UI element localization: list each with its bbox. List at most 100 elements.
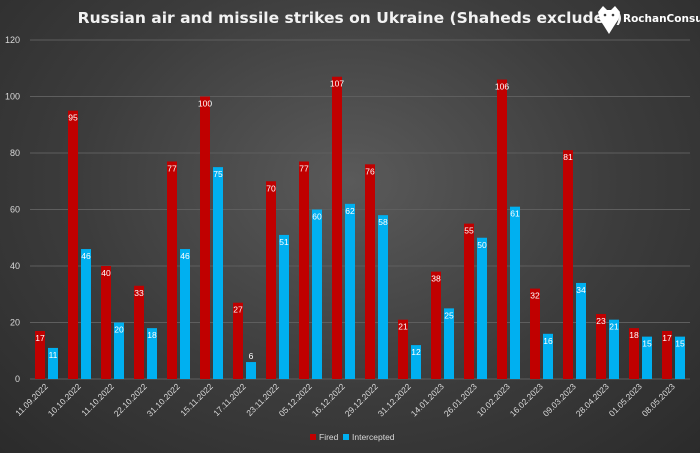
bar-fired: [365, 164, 375, 379]
data-label: 77: [167, 163, 177, 173]
bar-intercepted: [246, 362, 256, 379]
data-label: 16: [543, 336, 553, 346]
legend-swatch-intercepted: [343, 434, 349, 440]
data-label: 11: [49, 350, 58, 360]
x-axis-ticks: 11.09.202210.10.202211.10.202222.10.2022…: [13, 381, 677, 418]
bar-intercepted: [642, 336, 652, 379]
x-tick-label: 26.01.2023: [442, 381, 479, 418]
bar-fired: [35, 330, 45, 379]
x-tick-label: 09.03.2023: [541, 381, 578, 418]
y-tick-label: 40: [10, 261, 20, 271]
bar-intercepted: [213, 167, 223, 379]
bar-fired: [398, 319, 408, 379]
x-tick-label: 28.04.2023: [574, 381, 611, 418]
data-label: 51: [279, 237, 289, 247]
bar-fired: [530, 288, 540, 379]
bars: 17 11 95 46 40 20 33 18 77 46 100 75 27 6 70 51 77 60 107 6…: [35, 76, 685, 380]
x-tick-label: 22.10.2022: [112, 381, 149, 418]
data-label: 46: [81, 251, 91, 261]
data-label: 15: [675, 339, 685, 349]
data-label: 62: [345, 206, 355, 216]
data-label: 27: [233, 305, 243, 315]
legend: Fired Intercepted: [310, 432, 395, 442]
bar-fired: [101, 266, 111, 379]
data-label: 34: [576, 285, 586, 295]
x-tick-label: 05.12.2022: [277, 381, 314, 418]
data-label: 106: [495, 82, 509, 92]
data-label: 76: [365, 166, 375, 176]
bar-intercepted: [81, 249, 91, 379]
bar-fired: [629, 328, 639, 379]
bar-fired: [233, 302, 243, 379]
legend-label-fired: Fired: [319, 432, 339, 442]
bar-fired: [431, 271, 441, 379]
bar-intercepted: [345, 203, 355, 379]
brand-logo: RochanConsulting: [598, 6, 700, 34]
bar-intercepted: [48, 347, 58, 379]
data-label: 95: [68, 113, 78, 123]
data-label: 18: [147, 330, 157, 340]
data-label: 17: [35, 333, 45, 343]
x-tick-label: 15.11.2022: [178, 381, 215, 418]
bar-intercepted: [114, 322, 124, 379]
bar-fired: [266, 181, 276, 379]
data-label: 21: [398, 322, 408, 332]
data-label: 61: [510, 209, 520, 219]
bar-fired: [200, 96, 210, 379]
data-label: 46: [180, 251, 190, 261]
bar-intercepted: [279, 234, 289, 379]
x-tick-label: 11.09.2022: [13, 381, 50, 418]
bar-fired: [332, 76, 342, 379]
bar-fired: [134, 285, 144, 379]
x-tick-label: 16.12.2022: [310, 381, 347, 418]
bar-intercepted: [477, 237, 487, 379]
data-label: 21: [609, 322, 619, 332]
x-tick-label: 08.05.2023: [640, 381, 677, 418]
legend-label-intercepted: Intercepted: [352, 432, 395, 442]
data-label: 6: [249, 351, 254, 361]
data-label: 18: [629, 330, 639, 340]
data-label: 55: [464, 226, 474, 236]
data-label: 40: [101, 268, 111, 278]
legend-swatch-fired: [310, 434, 316, 440]
bar-intercepted: [444, 308, 454, 379]
x-tick-label: 10.02.2023: [475, 381, 512, 418]
bar-intercepted: [675, 336, 685, 379]
gridlines: [30, 39, 690, 380]
bar-intercepted: [576, 282, 586, 379]
data-label: 81: [563, 152, 573, 162]
data-label: 15: [642, 339, 652, 349]
x-tick-label: 31.10.2022: [145, 381, 182, 418]
data-label: 23: [596, 316, 606, 326]
bar-fired: [596, 314, 606, 379]
x-tick-label: 01.05.2023: [607, 381, 644, 418]
bear-head-icon: [598, 6, 620, 34]
y-tick-label: 20: [10, 318, 20, 328]
bar-intercepted: [543, 333, 553, 379]
bar-intercepted: [312, 209, 322, 379]
bar-fired: [497, 79, 507, 380]
data-label: 100: [198, 99, 212, 109]
data-label: 32: [530, 291, 540, 301]
x-tick-label: 16.02.2023: [508, 381, 545, 418]
chart-title: Russian air and missile strikes on Ukrai…: [78, 9, 623, 27]
y-tick-label: 0: [15, 374, 20, 384]
bar-intercepted: [510, 206, 520, 379]
bar-intercepted: [180, 249, 190, 379]
data-label: 17: [662, 333, 672, 343]
y-tick-label: 100: [5, 92, 20, 102]
data-label: 12: [411, 347, 421, 357]
x-tick-label: 23.11.2022: [244, 381, 281, 418]
bar-fired: [167, 161, 177, 379]
bar-intercepted: [411, 345, 421, 379]
x-tick-label: 14.01.2023: [409, 381, 446, 418]
bar-fired: [68, 110, 78, 379]
x-tick-label: 11.10.2022: [79, 381, 116, 418]
bar-intercepted: [609, 319, 619, 379]
data-label: 75: [213, 169, 223, 179]
data-label: 77: [299, 163, 309, 173]
data-label: 20: [114, 325, 124, 335]
x-tick-label: 10.10.2022: [46, 381, 83, 418]
data-label: 25: [444, 310, 454, 320]
bar-fired: [563, 150, 573, 379]
